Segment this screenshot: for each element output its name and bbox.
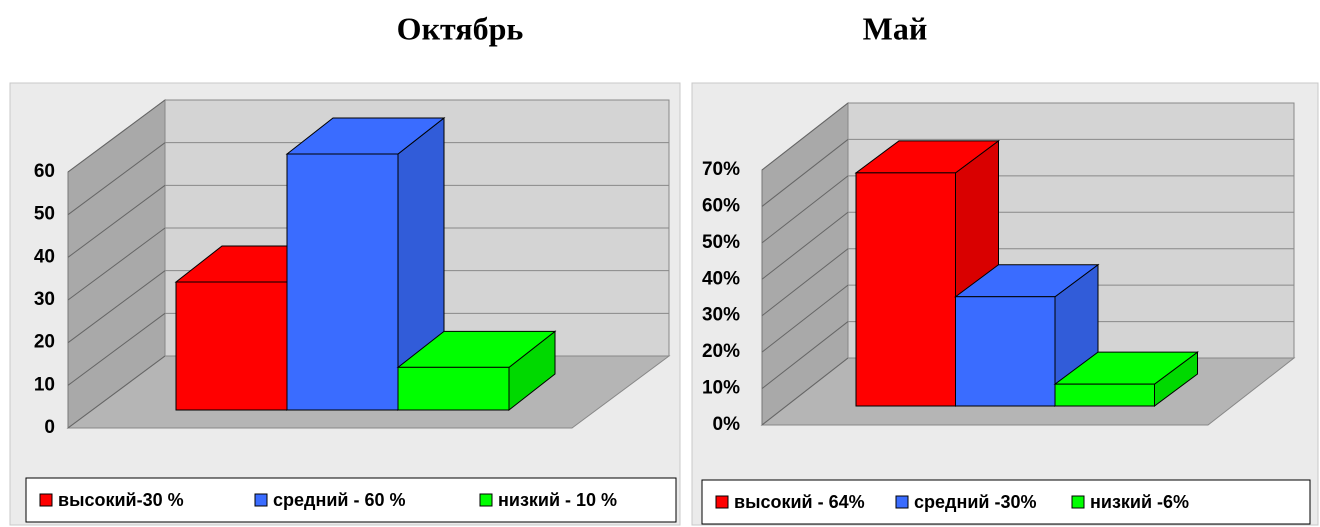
- y-tick-label: 0%: [713, 414, 741, 435]
- grid-line-side: [761, 321, 849, 389]
- legend-label: низкий - 10 %: [498, 490, 617, 510]
- bar-front: [175, 281, 288, 411]
- legend-swatch: [254, 493, 268, 507]
- grid-line-side: [761, 211, 849, 280]
- bar-front: [397, 366, 510, 411]
- y-tick-label: 50%: [702, 232, 740, 253]
- y-tick-label: 30: [34, 289, 55, 310]
- grid-line-side: [67, 270, 166, 344]
- chart-title: Май: [863, 10, 928, 46]
- y-tick-label: 10: [34, 374, 55, 395]
- bar: [953, 263, 1100, 407]
- grid-line-side: [761, 248, 849, 317]
- grid-line: [761, 102, 1294, 171]
- y-tick-label: 20%: [702, 341, 740, 362]
- legend-swatch: [479, 493, 493, 507]
- grid-line: [67, 99, 669, 173]
- y-tick-label: 0: [44, 417, 55, 438]
- bar: [1053, 351, 1200, 407]
- grid-line-side: [761, 284, 849, 353]
- y-tick-label: 40%: [702, 268, 740, 289]
- legend-swatch: [1071, 495, 1085, 509]
- bar-front: [286, 153, 399, 411]
- grid-line-side: [761, 139, 849, 207]
- bar: [285, 116, 446, 412]
- bar-front: [855, 172, 956, 407]
- legend-label: низкий -6%: [1090, 492, 1189, 512]
- bar-front: [955, 296, 1056, 407]
- grid-line-side: [67, 184, 166, 258]
- legend-swatch: [895, 495, 909, 509]
- grid-line: [761, 138, 1294, 207]
- legend-label: средний - 60 %: [273, 490, 405, 510]
- legend-swatch: [715, 495, 729, 509]
- grid-line-side: [67, 99, 166, 173]
- grid-line-side: [761, 357, 849, 426]
- y-tick-label: 20: [34, 332, 55, 353]
- y-tick-label: 70%: [702, 159, 740, 180]
- legend-label: высокий-30 %: [58, 490, 184, 510]
- y-tick-label: 30%: [702, 305, 740, 326]
- y-tick-label: 60: [34, 161, 55, 182]
- y-tick-label: 60%: [702, 195, 740, 216]
- legend: [701, 479, 1311, 525]
- grid-line-side: [67, 142, 166, 216]
- grid-line-side: [67, 227, 166, 301]
- grid-line-side: [761, 175, 849, 244]
- grid-line-side: [67, 312, 166, 386]
- y-tick-label: 10%: [702, 378, 740, 399]
- y-tick-label: 40: [34, 246, 55, 267]
- legend-label: средний -30%: [914, 492, 1036, 512]
- bar: [396, 330, 557, 412]
- y-tick-label: 50: [34, 204, 55, 225]
- chart-title: Октябрь: [397, 10, 524, 46]
- bar-front: [1054, 383, 1155, 407]
- legend-swatch: [39, 493, 53, 507]
- legend: [25, 477, 677, 523]
- grid-line-side: [67, 355, 166, 429]
- legend-label: высокий - 64%: [734, 492, 865, 512]
- grid-line-side: [761, 102, 849, 171]
